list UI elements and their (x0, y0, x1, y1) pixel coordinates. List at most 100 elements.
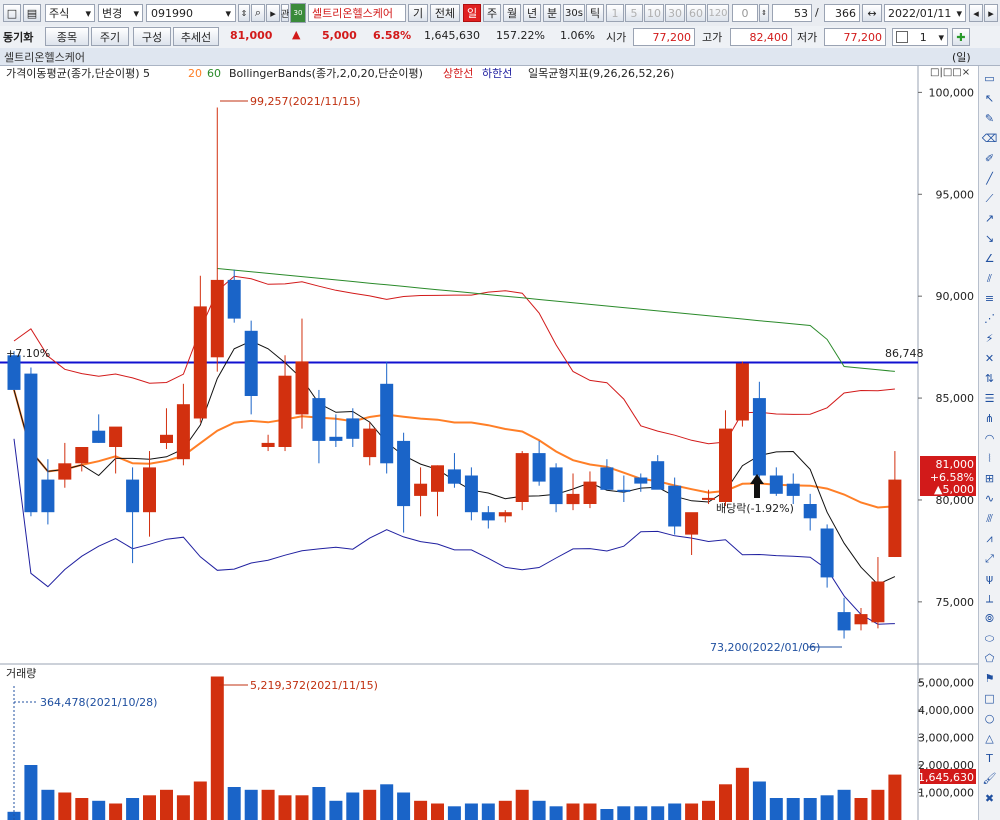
candle[interactable] (871, 581, 885, 623)
candle[interactable] (278, 375, 292, 447)
volume-bar[interactable] (583, 803, 597, 820)
volume-bar[interactable] (888, 774, 902, 820)
candle[interactable] (447, 469, 461, 484)
candle[interactable] (397, 440, 411, 507)
rect-tool-icon[interactable]: □ (984, 692, 995, 705)
spin-icon[interactable]: ⇕ (238, 4, 250, 22)
poly-tool-icon[interactable]: ⬠ (984, 652, 995, 665)
volume-bar[interactable] (126, 798, 140, 820)
volume-bar[interactable] (24, 765, 38, 820)
candle[interactable] (143, 467, 156, 513)
circle-tool-icon[interactable]: ○ (984, 712, 995, 725)
date-input[interactable]: 2022/01/11 ▾ (884, 4, 966, 22)
brush-tool-icon[interactable]: 🖌 (982, 772, 997, 785)
num-btn-10[interactable]: 10 (644, 4, 664, 22)
volume-bar[interactable] (719, 784, 732, 820)
volume-bar[interactable] (752, 781, 766, 820)
candle[interactable] (786, 483, 800, 496)
volume-bar[interactable] (481, 803, 495, 820)
num-btn-30[interactable]: 30 (665, 4, 685, 22)
candle[interactable] (820, 528, 834, 578)
measure-tool-icon[interactable]: ⤢ (985, 552, 994, 565)
sync-icon[interactable]: ↔ (862, 4, 882, 22)
volume-bar[interactable] (227, 787, 241, 820)
volume-bar[interactable] (668, 803, 682, 820)
triangle-tool-icon[interactable]: △ (985, 732, 994, 745)
count-total-input[interactable]: 366 (824, 4, 860, 22)
candle[interactable] (752, 398, 766, 476)
volume-bar[interactable] (431, 803, 444, 820)
volume-bar[interactable] (854, 798, 868, 820)
candle[interactable] (515, 453, 529, 502)
candle[interactable] (702, 497, 715, 500)
square-tool-icon[interactable]: ▭ (984, 72, 995, 85)
candle[interactable] (312, 398, 326, 441)
candle[interactable] (414, 483, 428, 496)
period-btn-day[interactable]: 일 (463, 4, 481, 22)
candle[interactable] (566, 493, 580, 505)
candle[interactable] (431, 465, 444, 492)
candle[interactable] (532, 453, 546, 482)
candle[interactable] (193, 306, 207, 419)
volume-bar[interactable] (109, 803, 123, 820)
volume-bar[interactable] (566, 803, 580, 820)
volume-bar[interactable] (634, 806, 648, 820)
volume-bar[interactable] (447, 806, 461, 820)
cross-tool-icon[interactable]: ✕ (984, 352, 995, 365)
period-btn-month[interactable]: 월 (503, 4, 521, 22)
candle[interactable] (600, 467, 614, 490)
candle[interactable] (210, 279, 224, 358)
volume-bar[interactable] (464, 803, 478, 820)
menu-icon[interactable]: ▤ (23, 4, 41, 22)
candle[interactable] (227, 279, 241, 319)
volume-bar[interactable] (193, 781, 207, 820)
candle[interactable] (803, 504, 817, 519)
num-btn-60[interactable]: 60 (686, 4, 706, 22)
candle[interactable] (92, 430, 106, 443)
volume-bar[interactable] (498, 800, 512, 820)
live-icon[interactable]: 30 (290, 3, 306, 23)
volume-bar[interactable] (143, 795, 156, 820)
period-btn-tick[interactable]: 틱 (586, 4, 604, 22)
candle[interactable] (769, 475, 783, 494)
search-icon[interactable]: ⌕ (251, 4, 265, 22)
trend-button[interactable]: 추세선 (173, 27, 219, 46)
text-tool-icon[interactable]: T (986, 752, 993, 765)
pencil-tool-icon[interactable]: ✐ (984, 152, 995, 165)
grid-tool-icon[interactable]: ⊞ (984, 472, 995, 485)
spin-select[interactable]: 1 ▾ (892, 28, 948, 46)
andrew-tool-icon[interactable]: ⟂ (985, 592, 994, 605)
volume-bar[interactable] (786, 798, 800, 820)
candle[interactable] (176, 404, 190, 460)
volume-bar[interactable] (651, 806, 665, 820)
candle[interactable] (549, 467, 563, 505)
num-btn-120[interactable]: 120 (707, 4, 729, 22)
volume-bar[interactable] (58, 792, 72, 820)
add-icon[interactable]: ✚ (952, 28, 970, 46)
candle[interactable] (363, 428, 377, 458)
candle[interactable] (481, 512, 495, 521)
volume-bar[interactable] (769, 798, 783, 820)
candle[interactable] (668, 485, 682, 527)
volume-bar[interactable] (837, 789, 851, 820)
candle[interactable] (295, 361, 309, 415)
candle[interactable] (837, 612, 851, 631)
num-btn-5[interactable]: 5 (625, 4, 643, 22)
volume-bar[interactable] (549, 806, 563, 820)
cycle-tool-icon[interactable]: ⦚ (988, 452, 991, 465)
change-select[interactable]: 변경 ▾ (98, 4, 143, 22)
candle[interactable] (329, 436, 343, 441)
volume-bar[interactable] (312, 787, 326, 820)
volume-bar[interactable] (41, 789, 55, 820)
wave-tool-icon[interactable]: ∿ (984, 492, 995, 505)
code-input[interactable]: 091990 ▾ (146, 4, 236, 22)
marker-tool-icon[interactable]: ⚑ (984, 672, 995, 685)
item-button[interactable]: 종목 (45, 27, 89, 46)
volume-bar[interactable] (380, 784, 394, 820)
line-tool-icon[interactable]: ╱ (986, 172, 993, 185)
candle[interactable] (498, 512, 512, 517)
arrow-right-icon[interactable]: ▸ (984, 4, 998, 22)
market-select[interactable]: 주식 ▾ (45, 4, 95, 22)
candle[interactable] (583, 481, 597, 504)
candle[interactable] (41, 479, 55, 513)
